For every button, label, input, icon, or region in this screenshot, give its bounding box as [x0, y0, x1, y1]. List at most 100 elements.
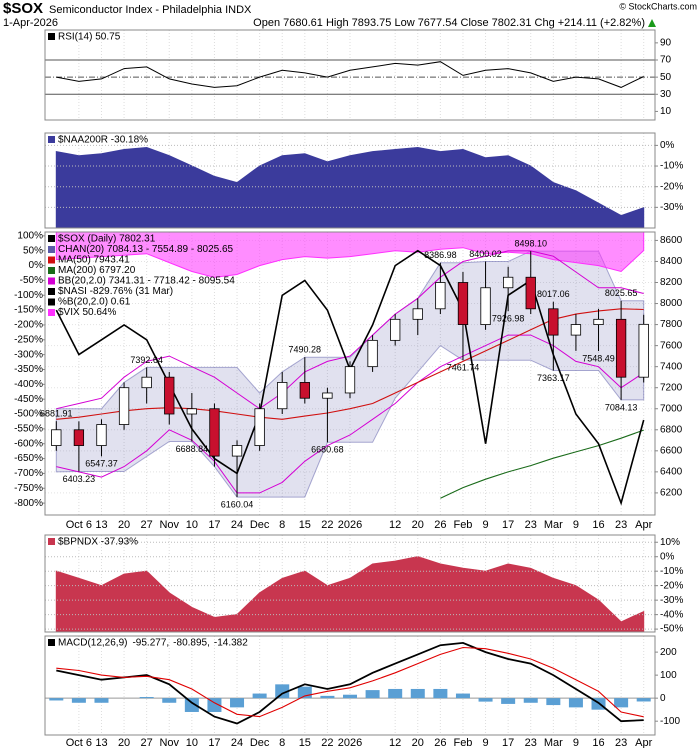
histogram-bar — [320, 695, 335, 699]
area — [55, 146, 645, 229]
y2-tick-label: -150% — [14, 305, 43, 316]
x-tick-label: 16 — [592, 737, 604, 748]
y-tick-label: 0% — [660, 140, 675, 151]
legend-entry: BB(20,2.0) 7341.31 - 7718.42 - 8095.54 — [58, 276, 235, 287]
y2-tick-label: -400% — [14, 379, 43, 390]
y2-tick-label: -550% — [14, 424, 43, 435]
histogram-bar — [139, 697, 154, 699]
candle-body — [322, 392, 333, 399]
y2-tick-label: -350% — [14, 364, 43, 375]
candle-body — [503, 276, 514, 289]
y2-tick-label: 0% — [29, 260, 44, 271]
candle-body — [480, 287, 491, 325]
panel-title: MACD(12,26,9) — [58, 638, 127, 649]
x-tick-label: 23 — [525, 519, 537, 531]
x-tick-label: 24 — [231, 519, 243, 531]
line — [56, 646, 644, 718]
x-tick-label: 27 — [141, 737, 153, 748]
legend-entry: -14.382 — [214, 638, 248, 649]
histogram-bar — [455, 693, 470, 699]
candle-body — [209, 408, 220, 457]
panel-frame — [44, 635, 656, 736]
low-label: 7084.13 — [605, 402, 638, 412]
low-label: 7548.49 — [582, 353, 615, 363]
y-tick-label: -20% — [660, 580, 683, 591]
x-tick-label: Oct 6 — [66, 737, 92, 748]
symbol: $SOX — [3, 0, 43, 17]
candle-body — [164, 376, 175, 415]
legend-icon — [48, 246, 55, 253]
y2-tick-label: -450% — [14, 394, 43, 405]
low-label: 7926.98 — [492, 314, 525, 324]
y-tick-label: 8400 — [660, 256, 683, 267]
candle-body — [118, 387, 130, 425]
y-tick-label: 200 — [660, 647, 677, 658]
candle-body — [299, 382, 310, 399]
y-tick-label: 8000 — [660, 298, 683, 309]
histogram-bar — [636, 698, 651, 702]
high-label: 8400.02 — [469, 249, 502, 259]
x-tick-label: Dec — [250, 737, 270, 748]
y-tick-label: 7000 — [660, 403, 683, 414]
panel-frame — [44, 231, 656, 516]
histogram-bar — [49, 698, 64, 701]
bollinger-line — [56, 334, 644, 494]
x-tick-label: 13 — [95, 519, 107, 531]
x-tick-label: 17 — [502, 519, 514, 531]
legend-entry: $VIX 50.64% — [58, 307, 116, 318]
y-tick-label: 10 — [660, 106, 672, 117]
high-label: 8498.10 — [514, 239, 547, 249]
histogram-bar — [546, 698, 561, 706]
y-tick-label: 50 — [660, 72, 672, 83]
high-label: 8017.06 — [537, 289, 570, 299]
candle-body — [141, 376, 152, 389]
y2-tick-label: 100% — [17, 231, 43, 242]
candle-body — [457, 282, 469, 325]
x-tick-label: Apr — [635, 737, 652, 748]
high-label: 6881.91 — [40, 409, 73, 419]
legend-entry: -95.277, — [132, 638, 169, 649]
y-tick-label: -30% — [660, 595, 683, 606]
y2-tick-label: -300% — [14, 349, 43, 360]
low-label: 6688.84 — [176, 444, 209, 454]
y-tick-label: 6600 — [660, 445, 683, 456]
symbol-name: Semiconductor Index - Philadelphia INDX — [49, 4, 252, 16]
low-label: 7461.74 — [447, 363, 480, 373]
line — [56, 308, 644, 420]
x-tick-label: 20 — [118, 519, 130, 531]
y-tick-label: 8200 — [660, 277, 683, 288]
x-tick-label: 17 — [208, 519, 220, 531]
histogram-bar — [275, 684, 290, 699]
x-tick-label: Feb — [453, 737, 472, 748]
high-label: 8025.65 — [605, 288, 638, 298]
x-tick-label: 8 — [279, 737, 285, 748]
y2-tick-label: -600% — [14, 438, 43, 449]
y2-tick-label: -700% — [14, 468, 43, 479]
histogram-bar — [71, 698, 86, 703]
candle-body — [615, 318, 627, 378]
quote: Open 7680.61 High 7893.75 Low 7677.54 Cl… — [253, 17, 645, 29]
candle-body — [73, 429, 85, 446]
y2-tick-label: 50% — [23, 245, 43, 256]
high-label: 7490.28 — [289, 345, 322, 355]
legend-icon — [48, 235, 55, 242]
legend-entry: MA(50) 7943.41 — [58, 255, 130, 266]
histogram-bar — [410, 688, 425, 699]
histogram-bar — [162, 698, 177, 703]
y-tick-label: 10% — [660, 537, 680, 548]
y-tick-label: 6800 — [660, 424, 683, 435]
histogram-bar — [433, 688, 448, 699]
y-tick-label: 7800 — [660, 319, 683, 330]
vix-area — [55, 231, 645, 278]
y2-tick-label: -250% — [14, 334, 43, 345]
line — [56, 61, 644, 88]
panel-frame — [44, 132, 656, 229]
candle-body — [390, 318, 401, 341]
legend-title: $SOX (Daily) 7802.31 — [58, 234, 156, 245]
y-tick-label: 7400 — [660, 361, 683, 372]
line — [56, 641, 644, 725]
x-tick-label: 24 — [231, 737, 243, 748]
y2-tick-label: -750% — [14, 483, 43, 494]
candle-body — [548, 308, 559, 336]
candle-body — [525, 276, 536, 310]
